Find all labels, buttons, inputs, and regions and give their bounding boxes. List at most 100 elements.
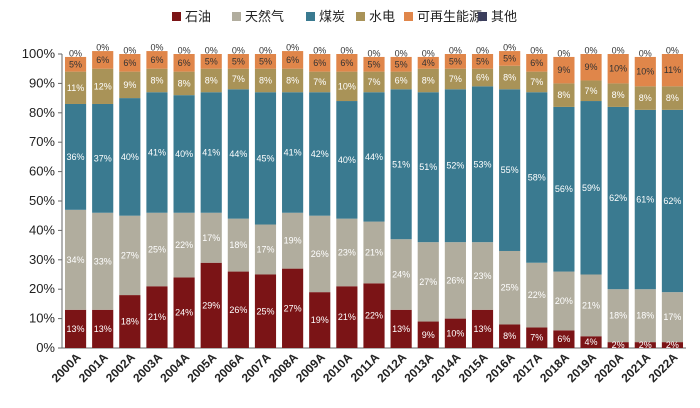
bar-segment-3 — [336, 71, 358, 102]
y-tick-label: 100% — [22, 46, 56, 61]
data-label-5: 0% — [585, 46, 598, 56]
data-label-5: 0% — [503, 43, 516, 53]
bar-segment-3 — [254, 68, 277, 93]
data-label-2: 37% — [94, 153, 112, 163]
bar-segment-0 — [607, 342, 629, 348]
data-label-4: 5% — [205, 56, 218, 66]
data-label-3: 8% — [422, 75, 435, 85]
data-label-0: 2% — [666, 340, 679, 350]
legend-swatch-1 — [232, 12, 241, 21]
data-label-1: 18% — [609, 311, 627, 321]
bar-segment-3 — [282, 68, 304, 93]
data-label-3: 11% — [67, 83, 84, 93]
legend-label-0: 石油 — [185, 10, 211, 25]
data-label-5: 0% — [340, 46, 353, 56]
bar-segment-2 — [580, 101, 602, 275]
data-label-4: 5% — [503, 53, 516, 63]
data-label-1: 34% — [67, 255, 85, 265]
data-label-4: 5% — [449, 56, 462, 66]
data-label-2: 61% — [636, 195, 654, 205]
bar-segment-0 — [92, 309, 114, 348]
data-label-1: 18% — [636, 311, 654, 321]
data-label-4: 4% — [422, 58, 435, 68]
data-label-1: 17% — [256, 245, 274, 255]
data-label-1: 27% — [419, 277, 437, 287]
data-label-2: 41% — [148, 147, 166, 157]
bar-segment-0 — [526, 327, 548, 348]
x-tick-label: 2010A — [320, 350, 355, 385]
x-tick-label: 2020A — [591, 350, 626, 385]
bar-segment-2 — [634, 109, 656, 290]
x-tick-label: 2004A — [157, 350, 192, 385]
bar-segment-4 — [227, 54, 249, 69]
data-label-0: 24% — [175, 308, 193, 318]
x-tick-label: 2015A — [456, 350, 491, 385]
data-label-1: 19% — [284, 236, 302, 246]
data-label-1: 22% — [175, 240, 193, 250]
bar-segment-0 — [661, 342, 684, 348]
data-label-4: 6% — [286, 55, 299, 65]
data-label-5: 0% — [557, 48, 570, 58]
data-label-1: 26% — [311, 249, 329, 259]
data-label-5: 0% — [69, 48, 82, 58]
bar-segment-2 — [200, 92, 222, 213]
bar-segment-3 — [661, 86, 684, 110]
bar-segment-0 — [227, 271, 249, 348]
data-label-1: 27% — [121, 250, 139, 260]
data-label-5: 0% — [178, 46, 191, 56]
data-label-3: 8% — [259, 75, 272, 85]
data-label-2: 59% — [582, 183, 600, 193]
data-label-0: 4% — [585, 337, 598, 347]
bar-segment-1 — [580, 274, 602, 337]
bar-segment-1 — [92, 212, 114, 310]
data-label-1: 18% — [229, 240, 247, 250]
bar-segment-2 — [363, 92, 385, 222]
bar-segment-1 — [444, 242, 466, 319]
data-label-2: 36% — [67, 152, 85, 162]
bar-segment-2 — [227, 89, 249, 219]
data-label-1: 24% — [392, 270, 410, 280]
bar-segment-0 — [64, 309, 87, 348]
bar-segment-3 — [146, 68, 168, 93]
x-tick-label: 2008A — [266, 350, 301, 385]
bar-segment-1 — [336, 218, 358, 287]
data-label-0: 6% — [557, 334, 570, 344]
data-label-2: 40% — [338, 155, 356, 165]
data-label-4: 6% — [150, 55, 163, 65]
data-label-0: 13% — [392, 324, 410, 334]
data-label-5: 0% — [395, 48, 408, 58]
bar-segment-4 — [336, 54, 358, 72]
bar-segment-3 — [64, 71, 87, 104]
legend-label-5: 其他 — [491, 10, 517, 25]
data-label-4: 5% — [367, 59, 380, 69]
bar-segment-2 — [444, 89, 466, 243]
bar-segment-3 — [607, 83, 629, 107]
bar-segment-0 — [499, 324, 521, 348]
data-label-3: 6% — [476, 73, 489, 83]
data-label-0: 13% — [94, 324, 112, 334]
data-label-5: 0% — [367, 48, 380, 58]
bar-segment-1 — [282, 212, 304, 269]
bar-segment-2 — [119, 98, 141, 216]
bar-segment-3 — [499, 65, 521, 90]
data-label-4: 6% — [123, 58, 136, 68]
data-label-3: 8% — [150, 75, 163, 85]
data-label-4: 6% — [96, 55, 109, 65]
data-label-2: 42% — [311, 149, 329, 159]
data-label-5: 0% — [286, 43, 299, 53]
bar-segment-1 — [526, 262, 548, 328]
bar-segment-4 — [363, 56, 385, 72]
bar-segment-1 — [634, 289, 656, 343]
bar-segment-2 — [417, 92, 439, 243]
data-label-4: 6% — [340, 58, 353, 68]
data-label-5: 0% — [639, 48, 652, 58]
x-tick-label: 2009A — [293, 350, 328, 385]
legend-swatch-3 — [356, 12, 365, 21]
bar-segment-3 — [417, 68, 439, 93]
bar-segment-2 — [64, 103, 87, 210]
data-label-4: 6% — [530, 58, 543, 68]
data-label-2: 40% — [175, 149, 193, 159]
bar-segment-4 — [471, 54, 494, 69]
bar-segment-0 — [634, 342, 656, 348]
